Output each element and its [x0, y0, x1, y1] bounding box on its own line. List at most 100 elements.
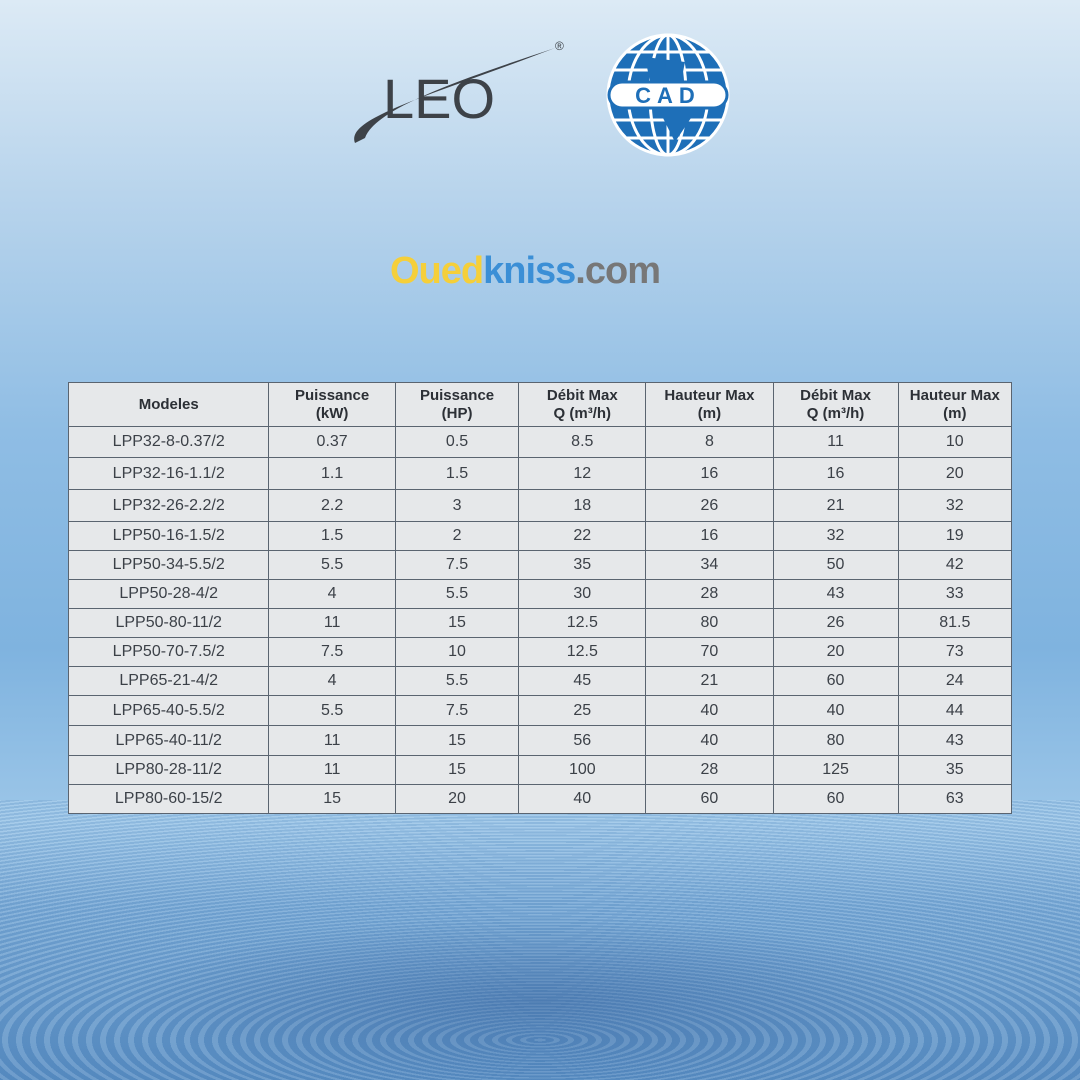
- model-cell: LPP80-28-11/2: [67, 755, 270, 785]
- leo-logo-text: LEO: [383, 67, 495, 130]
- column-header: Puissance (HP): [394, 382, 520, 427]
- model-cell: LPP32-26-2.2/2: [67, 489, 270, 522]
- value-cell: 20: [394, 784, 520, 814]
- value-cell: 0.5: [394, 426, 520, 458]
- value-cell: 10: [897, 426, 1013, 458]
- value-cell: 125: [772, 755, 899, 785]
- column-header: Modeles: [67, 382, 270, 427]
- value-cell: 11: [772, 426, 899, 458]
- value-cell: 8.5: [518, 426, 647, 458]
- value-cell: 21: [772, 489, 899, 522]
- table-row: LPP80-60-15/2 15 20 40 60 60 63: [67, 784, 1013, 814]
- value-cell: 33: [897, 579, 1013, 609]
- column-header: Puissance (kW): [268, 382, 396, 427]
- table-row: LPP50-16-1.5/2 1.5 2 22 16 32 19: [67, 521, 1013, 551]
- cad-logo: CAD: [606, 33, 730, 157]
- value-cell: 22: [518, 521, 647, 551]
- column-header-line: Puissance: [419, 386, 495, 404]
- model-cell: LPP50-28-4/2: [67, 579, 270, 609]
- value-cell: 56: [518, 725, 647, 756]
- value-cell: 5.5: [268, 550, 396, 580]
- column-header-line: (HP): [441, 404, 473, 422]
- column-header: Hauteur Max (m): [645, 382, 774, 427]
- value-cell: 43: [897, 725, 1013, 756]
- table-row: LPP50-70-7.5/2 7.5 10 12.5 70 20 73: [67, 637, 1013, 667]
- column-header: Débit Max Q (m³/h): [772, 382, 899, 427]
- table-row: LPP32-26-2.2/2 2.2 3 18 26 21 32: [67, 489, 1013, 522]
- value-cell: 60: [772, 666, 899, 696]
- value-cell: 35: [518, 550, 647, 580]
- table-row: LPP65-21-4/2 4 5.5 45 21 60 24: [67, 666, 1013, 696]
- value-cell: 20: [897, 457, 1013, 490]
- value-cell: 15: [394, 725, 520, 756]
- value-cell: 40: [645, 695, 774, 726]
- table-row: LPP50-80-11/2 11 15 12.5 80 26 81.5: [67, 608, 1013, 638]
- model-cell: LPP50-70-7.5/2: [67, 637, 270, 667]
- value-cell: 18: [518, 489, 647, 522]
- value-cell: 73: [897, 637, 1013, 667]
- value-cell: 2.2: [268, 489, 396, 522]
- value-cell: 32: [897, 489, 1013, 522]
- value-cell: 80: [772, 725, 899, 756]
- column-header-line: Q (m³/h): [553, 404, 612, 422]
- model-cell: LPP65-40-5.5/2: [67, 695, 270, 726]
- watermark: Ouedkniss.com: [390, 250, 661, 293]
- model-cell: LPP80-60-15/2: [67, 784, 270, 814]
- column-header-line: (m): [943, 404, 967, 422]
- value-cell: 12.5: [518, 637, 647, 667]
- column-header-line: (m): [697, 404, 722, 422]
- value-cell: 7.5: [394, 550, 520, 580]
- value-cell: 45: [518, 666, 647, 696]
- column-header-line: Hauteur Max: [909, 386, 1000, 404]
- value-cell: 19: [897, 521, 1013, 551]
- value-cell: 1.5: [268, 521, 396, 551]
- value-cell: 43: [772, 579, 899, 609]
- column-header-line: Débit Max: [800, 386, 871, 404]
- value-cell: 80: [645, 608, 774, 638]
- watermark-part: kniss: [483, 250, 576, 292]
- value-cell: 44: [897, 695, 1013, 726]
- value-cell: 26: [772, 608, 899, 638]
- model-cell: LPP65-40-11/2: [67, 725, 270, 756]
- value-cell: 5.5: [394, 666, 520, 696]
- column-header-line: Hauteur Max: [664, 386, 755, 404]
- value-cell: 4: [268, 666, 396, 696]
- value-cell: 81.5: [897, 608, 1013, 638]
- value-cell: 60: [645, 784, 774, 814]
- column-header-line: (kW): [315, 404, 349, 422]
- watermark-part: .com: [575, 250, 661, 292]
- value-cell: 11: [268, 725, 396, 756]
- cad-logo-text: CAD: [635, 83, 701, 108]
- value-cell: 12: [518, 457, 647, 490]
- column-header-line: Modeles: [138, 395, 199, 413]
- value-cell: 50: [772, 550, 899, 580]
- value-cell: 40: [772, 695, 899, 726]
- value-cell: 63: [897, 784, 1013, 814]
- value-cell: 24: [897, 666, 1013, 696]
- table-row: LPP32-8-0.37/2 0.37 0.5 8.5 8 11 10: [67, 426, 1013, 458]
- value-cell: 28: [645, 755, 774, 785]
- water-background: [0, 800, 1080, 1080]
- model-cell: LPP32-8-0.37/2: [67, 426, 270, 458]
- value-cell: 11: [268, 608, 396, 638]
- value-cell: 100: [518, 755, 647, 785]
- model-cell: LPP32-16-1.1/2: [67, 457, 270, 490]
- value-cell: 42: [897, 550, 1013, 580]
- value-cell: 0.37: [268, 426, 396, 458]
- value-cell: 15: [268, 784, 396, 814]
- value-cell: 40: [518, 784, 647, 814]
- value-cell: 32: [772, 521, 899, 551]
- column-header: Hauteur Max (m): [897, 382, 1013, 427]
- table-row: LPP80-28-11/2 11 15 100 28 125 35: [67, 755, 1013, 785]
- value-cell: 34: [645, 550, 774, 580]
- value-cell: 4: [268, 579, 396, 609]
- value-cell: 35: [897, 755, 1013, 785]
- value-cell: 25: [518, 695, 647, 726]
- value-cell: 21: [645, 666, 774, 696]
- column-header-line: Puissance: [295, 386, 370, 404]
- value-cell: 26: [645, 489, 774, 522]
- model-cell: LPP50-34-5.5/2: [67, 550, 270, 580]
- value-cell: 15: [394, 608, 520, 638]
- table-header-row: Modeles Puissance (kW) Puissance (HP) Débit M…: [67, 382, 1013, 427]
- column-header: Débit Max Q (m³/h): [518, 382, 647, 427]
